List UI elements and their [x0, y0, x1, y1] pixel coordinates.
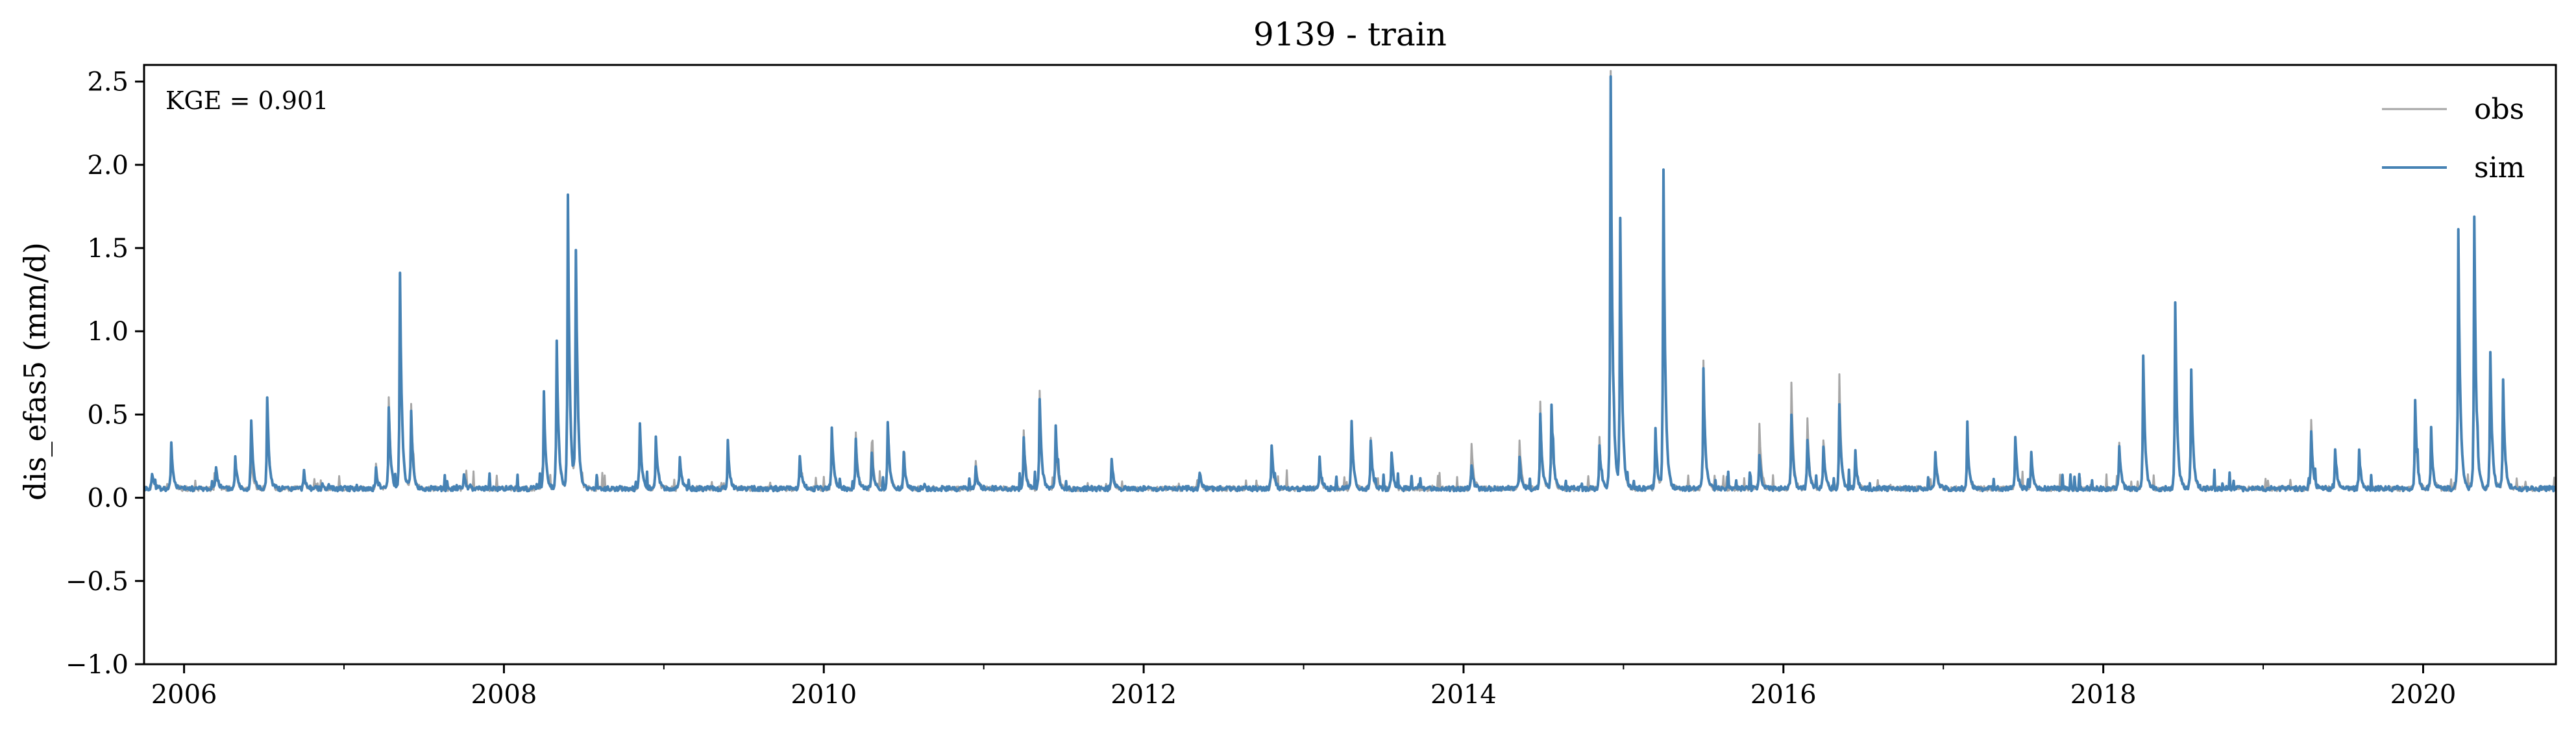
legend-label-obs: obs — [2474, 93, 2524, 126]
y-tick-label: −1.0 — [66, 650, 129, 680]
y-axis-ticks: −1.0 −0.5 0.0 0.5 1.0 1.5 2.0 2.5 — [66, 68, 144, 680]
y-axis-label: dis_efas5 (mm/d) — [18, 242, 53, 501]
y-tick-label: 0.5 — [87, 400, 129, 430]
series-layer — [144, 69, 2556, 493]
y-tick-label: 0.0 — [87, 484, 129, 514]
legend: obs sim — [2382, 93, 2525, 184]
legend-label-sim: sim — [2474, 151, 2525, 184]
x-tick-label: 2018 — [2070, 680, 2137, 710]
x-tick-label: 2012 — [1110, 680, 1177, 710]
kge-annotation: KGE = 0.901 — [166, 86, 328, 115]
x-tick-label: 2016 — [1750, 680, 1817, 710]
x-tick-label: 2014 — [1430, 680, 1497, 710]
plot-frame — [143, 64, 2557, 666]
series-line-sim — [144, 75, 2556, 493]
x-axis-ticks: 2006 2008 2010 2012 2014 2016 2018 2020 — [151, 664, 2457, 710]
x-tick-label: 2008 — [471, 680, 537, 710]
y-tick-label: 1.5 — [87, 234, 129, 264]
x-tick-label: 2020 — [2390, 680, 2457, 710]
x-tick-label: 2010 — [791, 680, 857, 710]
y-tick-label: 2.0 — [87, 151, 129, 181]
chart-title: 9139 - train — [1253, 16, 1447, 53]
x-tick-label: 2006 — [151, 680, 217, 710]
y-tick-label: 1.0 — [87, 317, 129, 347]
y-tick-label: −0.5 — [66, 567, 129, 597]
y-tick-label: 2.5 — [87, 68, 129, 97]
